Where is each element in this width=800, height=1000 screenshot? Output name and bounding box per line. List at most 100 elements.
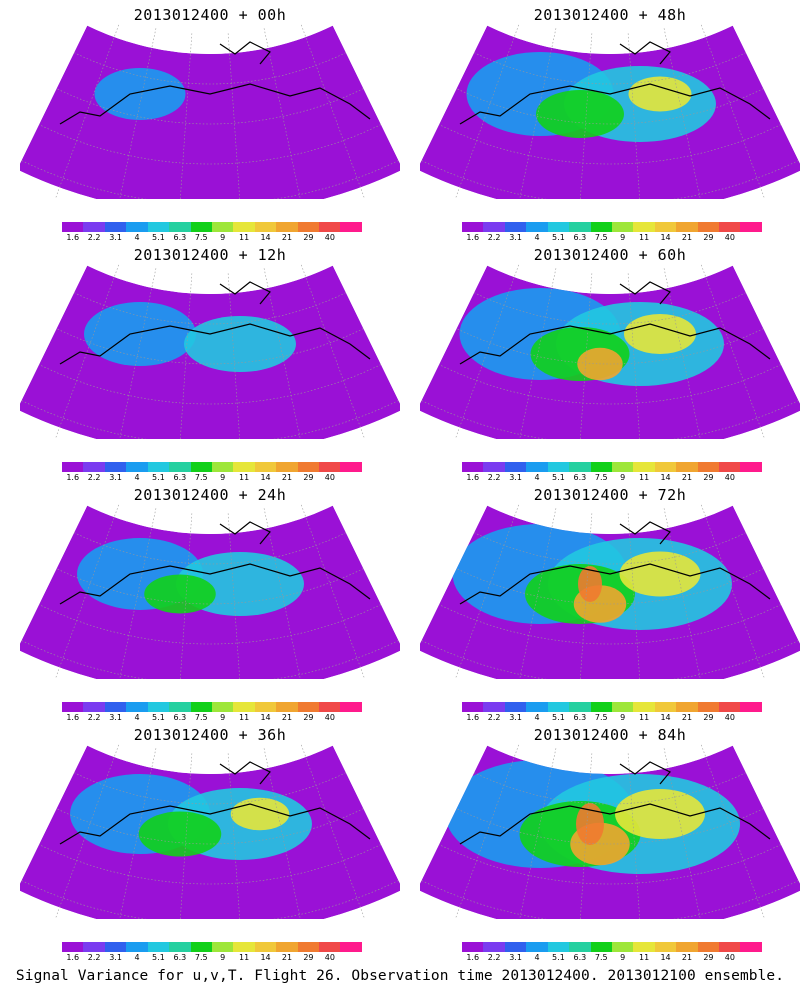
colorbar-tick-label: 9 [220,233,226,242]
colorbar-tick-label: 9 [620,233,626,242]
variance-map [20,24,400,199]
colorbar-tick-label: 6.3 [173,953,187,962]
colorbar-swatch [590,942,612,952]
colorbar-tick-label: 21 [681,473,693,482]
colorbar-swatch [104,222,127,232]
colorbar-swatch [526,462,548,472]
colorbar-swatch [526,942,548,952]
colorbar-swatch [633,222,655,232]
colorbar-swatch [740,942,762,952]
parallel-line [456,568,764,605]
colorbar-swatch [611,942,634,952]
colorbar-swatch [254,942,277,952]
colorbar-swatch [462,702,484,712]
parallel-line [438,364,782,405]
colorbar-tick-label: 4 [134,473,140,482]
colorbar-tick-label: 2.2 [87,473,101,482]
colorbar-swatch [297,702,320,712]
colorbar-swatch [83,942,105,952]
colorbar-tick-label: 3.1 [109,473,122,482]
colorbar-swatch [319,942,341,952]
colorbar-swatch [654,702,677,712]
colorbar-ticks: 1.6 2.2 3.1 4 5.1 6.3 7.5 9 11 14 21 29 40 [48,713,378,723]
panel-title: 2013012400 + 24h [133,486,287,504]
parallel-line [473,52,747,85]
colorbar-swatch [719,942,741,952]
colorbar [462,942,762,952]
colorbar-tick-label: 14 [260,473,271,482]
contour-region [619,551,701,597]
colorbar-swatch [169,942,191,952]
colorbar-tick-label: 5.1 [152,953,165,962]
colorbar-swatch [504,462,527,472]
colorbar-tick-label: 29 [303,953,314,962]
colorbar-tick-label: 6.3 [573,233,587,242]
colorbar-tick-label: 14 [260,713,271,722]
colorbar [462,462,762,472]
contour-region [615,789,705,839]
colorbar-tick-label: 1.6 [66,713,80,722]
parallel-line [56,808,364,845]
colorbar-tick-label: 5.1 [152,473,165,482]
contour-region [144,574,216,614]
colorbar-swatch [547,462,570,472]
colorbar-swatch [233,702,255,712]
colorbar-swatch [547,702,570,712]
colorbar-tick-label: 2.2 [487,953,501,962]
colorbar-tick-label: 3.1 [509,953,522,962]
map-panel: 2013012400 + 72h 1.6 2.2 3.1 4 5.1 6.3 7.5 9 11 14… [420,480,800,722]
colorbar-swatch [297,222,320,232]
figure-caption: Signal Variance for u,v,T. Flight 26. Ob… [15,968,785,984]
variance-map [20,744,400,919]
colorbar-tick-label: 5.1 [552,953,565,962]
colorbar-tick-label: 21 [681,233,693,242]
field-background [20,25,400,199]
parallel-line [456,88,764,125]
colorbar-swatch [147,222,170,232]
colorbar-tick-label: 3.1 [509,713,522,722]
colorbar-swatch [462,462,484,472]
colorbar-swatch [590,462,612,472]
map-panel: 2013012400 + 24h 1.6 2.2 3.1 4 5.1 6.3 7.5 9 11 14… [20,480,400,722]
colorbar-tick-label: 29 [703,473,714,482]
colorbar-tick-label: 11 [239,473,250,482]
coastline [59,41,371,125]
colorbar-tick-label: 7.5 [194,473,208,482]
colorbar [62,222,362,232]
colorbar-swatch [190,942,212,952]
parallel-line [38,844,382,885]
parallel-line [473,772,747,805]
colorbar-swatch [147,942,170,952]
colorbar-ticks: 1.6 2.2 3.1 4 5.1 6.3 7.5 9 11 14 21 29 40 [448,233,778,243]
colorbar-ticks: 1.6 2.2 3.1 4 5.1 6.3 7.5 9 11 14 21 29 40 [48,233,378,243]
colorbar-tick-label: 11 [239,233,250,242]
colorbar-tick-label: 6.3 [573,953,587,962]
parallel-line [38,124,382,165]
colorbar-tick-label: 6.3 [173,473,187,482]
colorbar-tick-label: 14 [660,473,671,482]
colorbar-swatch [254,702,277,712]
colorbar-swatch [340,222,362,232]
colorbar-tick-label: 4 [534,233,540,242]
colorbar-swatch [254,462,277,472]
colorbar-tick-label: 6.3 [173,713,187,722]
colorbar-swatch [190,462,212,472]
coastline [459,281,771,365]
colorbar-swatch [83,462,105,472]
colorbar-swatch [319,462,341,472]
colorbar-swatch [633,942,655,952]
colorbar [462,702,762,712]
colorbar-tick-label: 1.6 [66,473,80,482]
colorbar-swatch [62,942,84,952]
panel-title: 2013012400 + 48h [533,6,687,24]
coastline [59,521,371,605]
colorbar-swatch [697,702,720,712]
parallel-line [38,364,382,405]
colorbar-tick-label: 7.5 [594,713,608,722]
map-panel: 2013012400 + 84h 1.6 2.2 3.1 4 5.1 6.3 7.5 9 11 14… [420,720,800,962]
colorbar-swatch [740,462,762,472]
coastline [459,761,771,845]
colorbar-tick-label: 4 [134,713,140,722]
variance-map [420,264,800,439]
colorbar-tick-label: 40 [324,233,335,242]
